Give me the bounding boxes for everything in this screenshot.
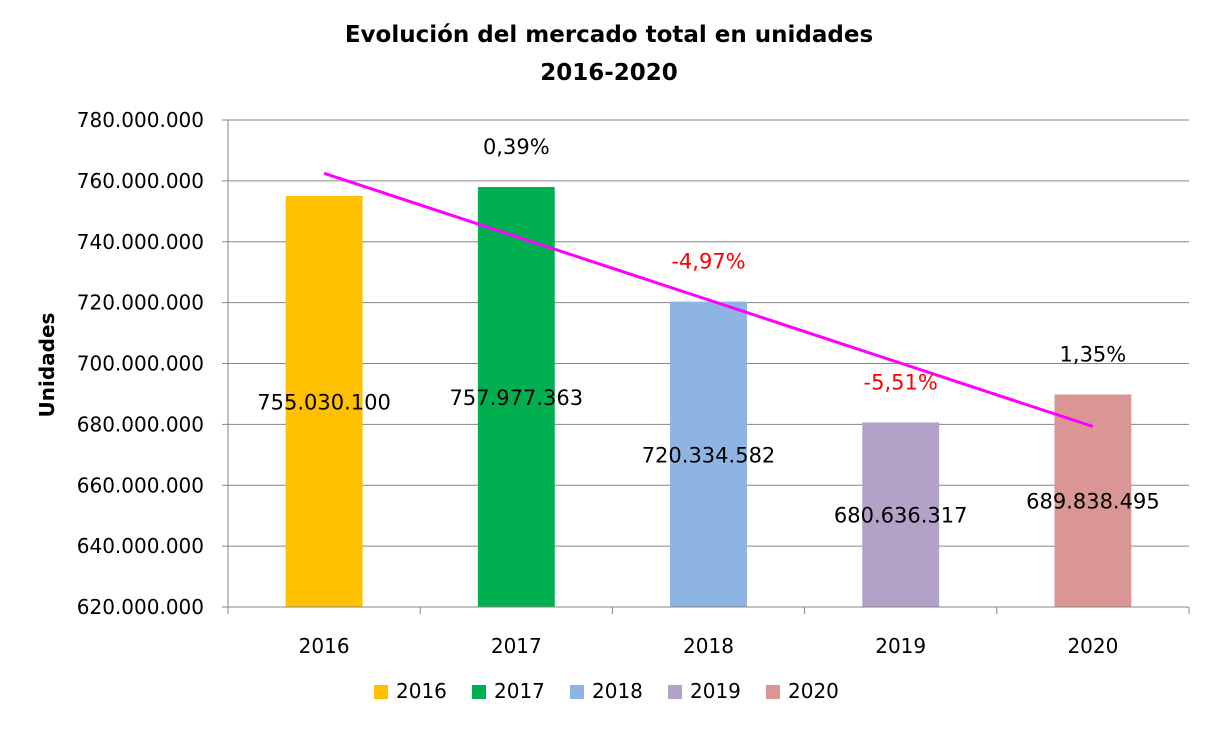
y-tick-label: 660.000.000	[77, 473, 204, 497]
y-tick-label: 680.000.000	[77, 412, 204, 436]
bar-2020	[1054, 394, 1132, 607]
x-axis: 2016 2017 2018 2019 2020	[227, 120, 1190, 658]
trendline-line	[323, 171, 1094, 428]
legend-entry-2016: 2016	[396, 679, 447, 703]
change-annotations: 0,39% -4,97% -5,51% 1,35%	[483, 135, 1126, 394]
legend-swatch-2020	[766, 685, 780, 699]
x-tick-label: 2016	[299, 634, 350, 658]
bar-2019	[862, 422, 940, 607]
chart-title-line-2: 2016-2020	[540, 60, 678, 86]
y-tick-label: 780.000.000	[77, 108, 204, 132]
x-tick-label: 2020	[1067, 634, 1118, 658]
change-annotation-2020: 1,35%	[1060, 342, 1127, 366]
legend-swatch-2019	[668, 685, 682, 699]
value-label-2020: 689.838.495	[1026, 490, 1160, 514]
y-tick-label: 700.000.000	[77, 352, 204, 376]
x-tick-label: 2018	[683, 634, 734, 658]
legend-entry-2019: 2019	[690, 679, 741, 703]
bars	[285, 187, 1132, 607]
change-annotation-2019: -5,51%	[864, 370, 938, 394]
value-label-2017: 757.977.363	[449, 386, 583, 410]
bar-2018	[670, 301, 747, 607]
legend: 2016 2017 2018 2019 2020	[374, 679, 839, 703]
y-tick-label: 720.000.000	[77, 291, 204, 315]
change-annotation-2018: -4,97%	[671, 250, 745, 274]
value-labels: 755.030.100 757.977.363 720.334.582 680.636…	[257, 386, 1159, 528]
y-axis-label: Unidades	[35, 313, 59, 418]
y-tick-label: 620.000.000	[77, 595, 204, 619]
value-label-2016: 755.030.100	[257, 391, 391, 415]
bar-2016	[285, 196, 363, 607]
legend-entry-2017: 2017	[494, 679, 545, 703]
value-label-2019: 680.636.317	[834, 504, 968, 528]
x-tick-label: 2017	[491, 634, 542, 658]
legend-entry-2020: 2020	[788, 679, 839, 703]
y-tick-label: 740.000.000	[77, 230, 204, 254]
chart-title-line-1: Evolución del mercado total en unidades	[345, 22, 873, 48]
legend-swatch-2016	[374, 685, 388, 699]
x-tick-label: 2019	[875, 634, 926, 658]
chart-title: Evolución del mercado total en unidades …	[345, 22, 873, 86]
legend-swatch-2017	[472, 685, 486, 699]
trendline	[323, 171, 1094, 428]
y-tick-label: 640.000.000	[77, 534, 204, 558]
change-annotation-2017: 0,39%	[483, 135, 550, 159]
legend-swatch-2018	[570, 685, 584, 699]
value-label-2018: 720.334.582	[642, 443, 776, 467]
y-axis-ticks: 620.000.000 640.000.000 660.000.000 680.000…	[77, 108, 228, 619]
legend-entry-2018: 2018	[592, 679, 643, 703]
bar-2017	[477, 187, 555, 607]
y-tick-label: 760.000.000	[77, 169, 204, 193]
